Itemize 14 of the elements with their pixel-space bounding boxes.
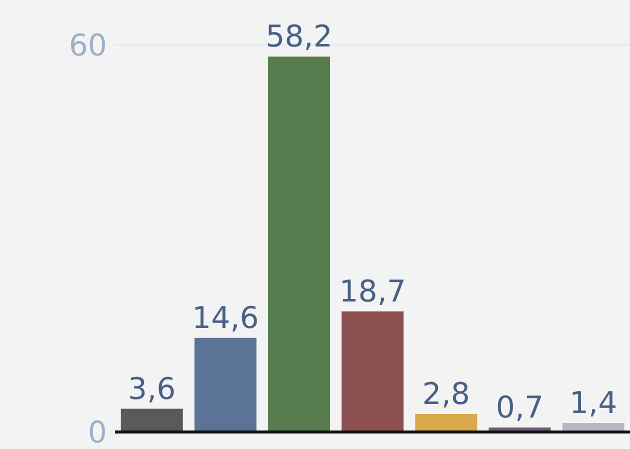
bar — [342, 311, 404, 432]
y-tick-label: 60 — [68, 28, 107, 64]
bar — [415, 414, 478, 432]
bar — [194, 338, 256, 432]
data-label: 58,2 — [266, 20, 332, 55]
data-label: 2,8 — [422, 376, 470, 412]
data-label: 1,4 — [569, 386, 618, 421]
bar — [268, 56, 330, 432]
data-label: 0,7 — [496, 390, 544, 426]
data-label: 14,6 — [192, 300, 259, 336]
bar — [120, 408, 183, 432]
data-label: 18,7 — [339, 274, 406, 310]
data-label: 3,6 — [128, 372, 176, 407]
y-tick-label: 0 — [88, 416, 107, 449]
